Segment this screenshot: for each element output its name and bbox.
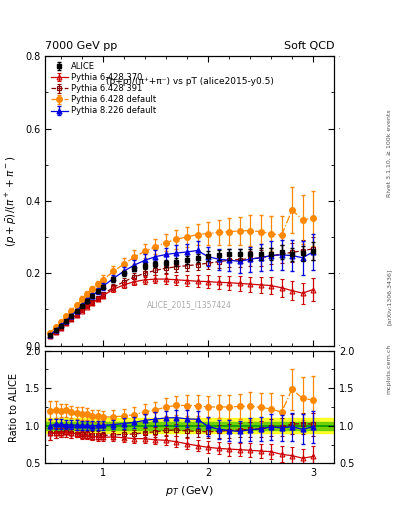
Text: (̅p+p)/(π⁺+π⁻) vs pT (alice2015-y0.5): (̅p+p)/(π⁺+π⁻) vs pT (alice2015-y0.5) [106, 77, 274, 86]
Y-axis label: $(p + \bar{p})/(\pi^+ + \pi^-)$: $(p + \bar{p})/(\pi^+ + \pi^-)$ [4, 155, 19, 247]
Legend: ALICE, Pythia 6.428 370, Pythia 6.428 391, Pythia 6.428 default, Pythia 8.226 de: ALICE, Pythia 6.428 370, Pythia 6.428 39… [50, 60, 158, 117]
Text: 7000 GeV pp: 7000 GeV pp [45, 41, 118, 51]
Text: ALICE_2015_I1357424: ALICE_2015_I1357424 [147, 301, 232, 310]
X-axis label: $p_T$ (GeV): $p_T$ (GeV) [165, 484, 214, 498]
Text: Soft QCD: Soft QCD [284, 41, 334, 51]
Text: [arXiv:1306.3436]: [arXiv:1306.3436] [387, 269, 391, 325]
Bar [45, 422, 334, 430]
Text: mcplots.cern.ch: mcplots.cern.ch [387, 344, 391, 394]
Text: Rivet 3.1.10, ≥ 100k events: Rivet 3.1.10, ≥ 100k events [387, 110, 391, 198]
Bar [45, 418, 334, 433]
Y-axis label: Ratio to ALICE: Ratio to ALICE [9, 373, 19, 441]
